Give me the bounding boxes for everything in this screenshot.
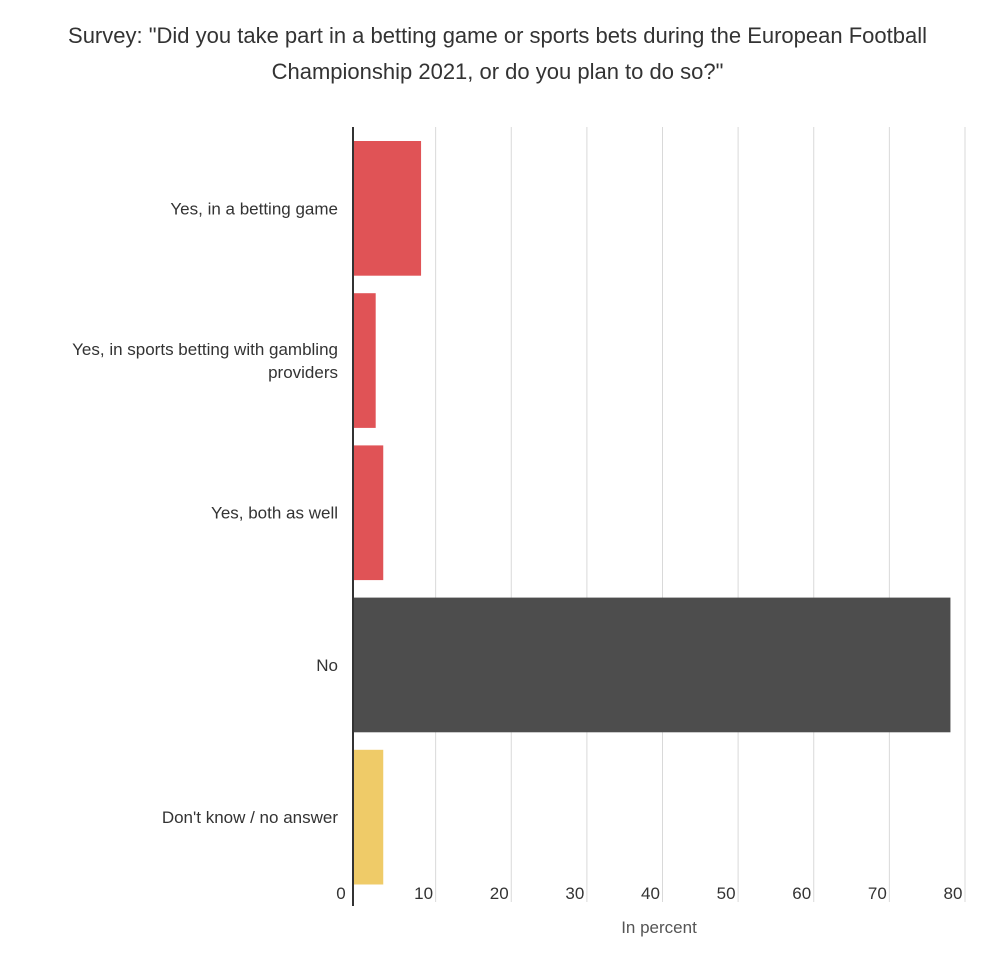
x-tick-label: 70 <box>868 884 887 903</box>
x-axis-title: In percent <box>621 918 697 937</box>
bar <box>353 597 951 733</box>
x-tick-label: 0 <box>336 884 345 903</box>
bars <box>353 141 951 885</box>
bar <box>353 293 376 428</box>
category-label: Yes, in sports betting with gambling prov… <box>72 340 338 382</box>
bar <box>353 141 422 276</box>
x-tick-labels: 0 10 20 30 40 50 60 70 80 <box>336 884 962 903</box>
x-tick-label: 80 <box>944 884 963 903</box>
x-tick-label: 30 <box>565 884 584 903</box>
x-tick-label: 40 <box>641 884 660 903</box>
category-labels: Yes, in a betting game Yes, in sports bet… <box>72 199 338 827</box>
bar <box>353 749 384 885</box>
x-tick-label: 20 <box>490 884 509 903</box>
category-label: Yes, in a betting game <box>170 199 338 218</box>
category-label: Don't know / no answer <box>162 808 339 827</box>
x-tick-label: 60 <box>792 884 811 903</box>
x-tick-label: 50 <box>717 884 736 903</box>
x-tick-label: 10 <box>414 884 433 903</box>
category-label: Yes, both as well <box>211 504 338 523</box>
bar <box>353 445 384 581</box>
category-label: No <box>316 656 338 675</box>
grid-lines <box>435 127 966 902</box>
chart-title: Survey: "Did you take part in a betting … <box>68 23 927 84</box>
